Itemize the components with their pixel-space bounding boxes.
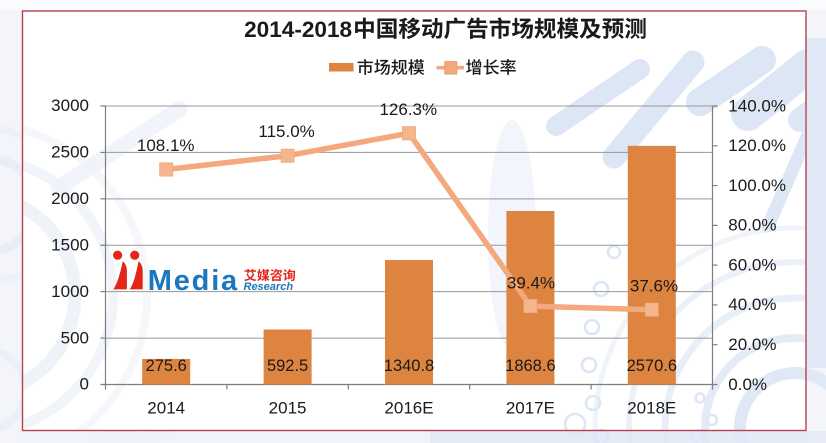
svg-text:100.0%: 100.0% bbox=[728, 176, 786, 195]
svg-text:126.3%: 126.3% bbox=[379, 100, 437, 119]
svg-text:500: 500 bbox=[61, 328, 89, 347]
svg-text:1868.6: 1868.6 bbox=[505, 357, 555, 375]
svg-text:60.0%: 60.0% bbox=[728, 255, 776, 274]
svg-text:108.1%: 108.1% bbox=[137, 136, 195, 155]
svg-text:275.6: 275.6 bbox=[146, 357, 187, 375]
svg-text:0: 0 bbox=[80, 375, 89, 394]
svg-text:2014-2018: 2014-2018 bbox=[244, 17, 352, 42]
svg-text:2017E: 2017E bbox=[506, 399, 555, 418]
svg-text:80.0%: 80.0% bbox=[728, 216, 776, 235]
svg-text:2000: 2000 bbox=[51, 189, 89, 208]
svg-text:20.0%: 20.0% bbox=[728, 335, 776, 354]
svg-text:1500: 1500 bbox=[51, 235, 89, 254]
svg-text:2015: 2015 bbox=[269, 399, 307, 418]
svg-text:40.0%: 40.0% bbox=[728, 295, 776, 314]
svg-text:Research: Research bbox=[244, 281, 294, 293]
svg-text:592.5: 592.5 bbox=[267, 357, 308, 375]
svg-text:1340.8: 1340.8 bbox=[384, 357, 434, 375]
svg-text:2570.6: 2570.6 bbox=[627, 357, 677, 375]
svg-text:0.0%: 0.0% bbox=[728, 375, 767, 394]
svg-text:120.0%: 120.0% bbox=[728, 136, 786, 155]
svg-text:2018E: 2018E bbox=[627, 399, 676, 418]
svg-text:2016E: 2016E bbox=[384, 399, 433, 418]
svg-text:1000: 1000 bbox=[51, 282, 89, 301]
svg-text:39.4%: 39.4% bbox=[507, 273, 555, 292]
svg-text:2500: 2500 bbox=[51, 143, 89, 162]
svg-text:2014: 2014 bbox=[147, 399, 185, 418]
svg-text:3000: 3000 bbox=[51, 96, 89, 115]
svg-text:Media: Media bbox=[148, 265, 239, 297]
svg-text:140.0%: 140.0% bbox=[728, 96, 786, 115]
svg-text:37.6%: 37.6% bbox=[630, 276, 678, 295]
svg-text:115.0%: 115.0% bbox=[258, 122, 314, 141]
